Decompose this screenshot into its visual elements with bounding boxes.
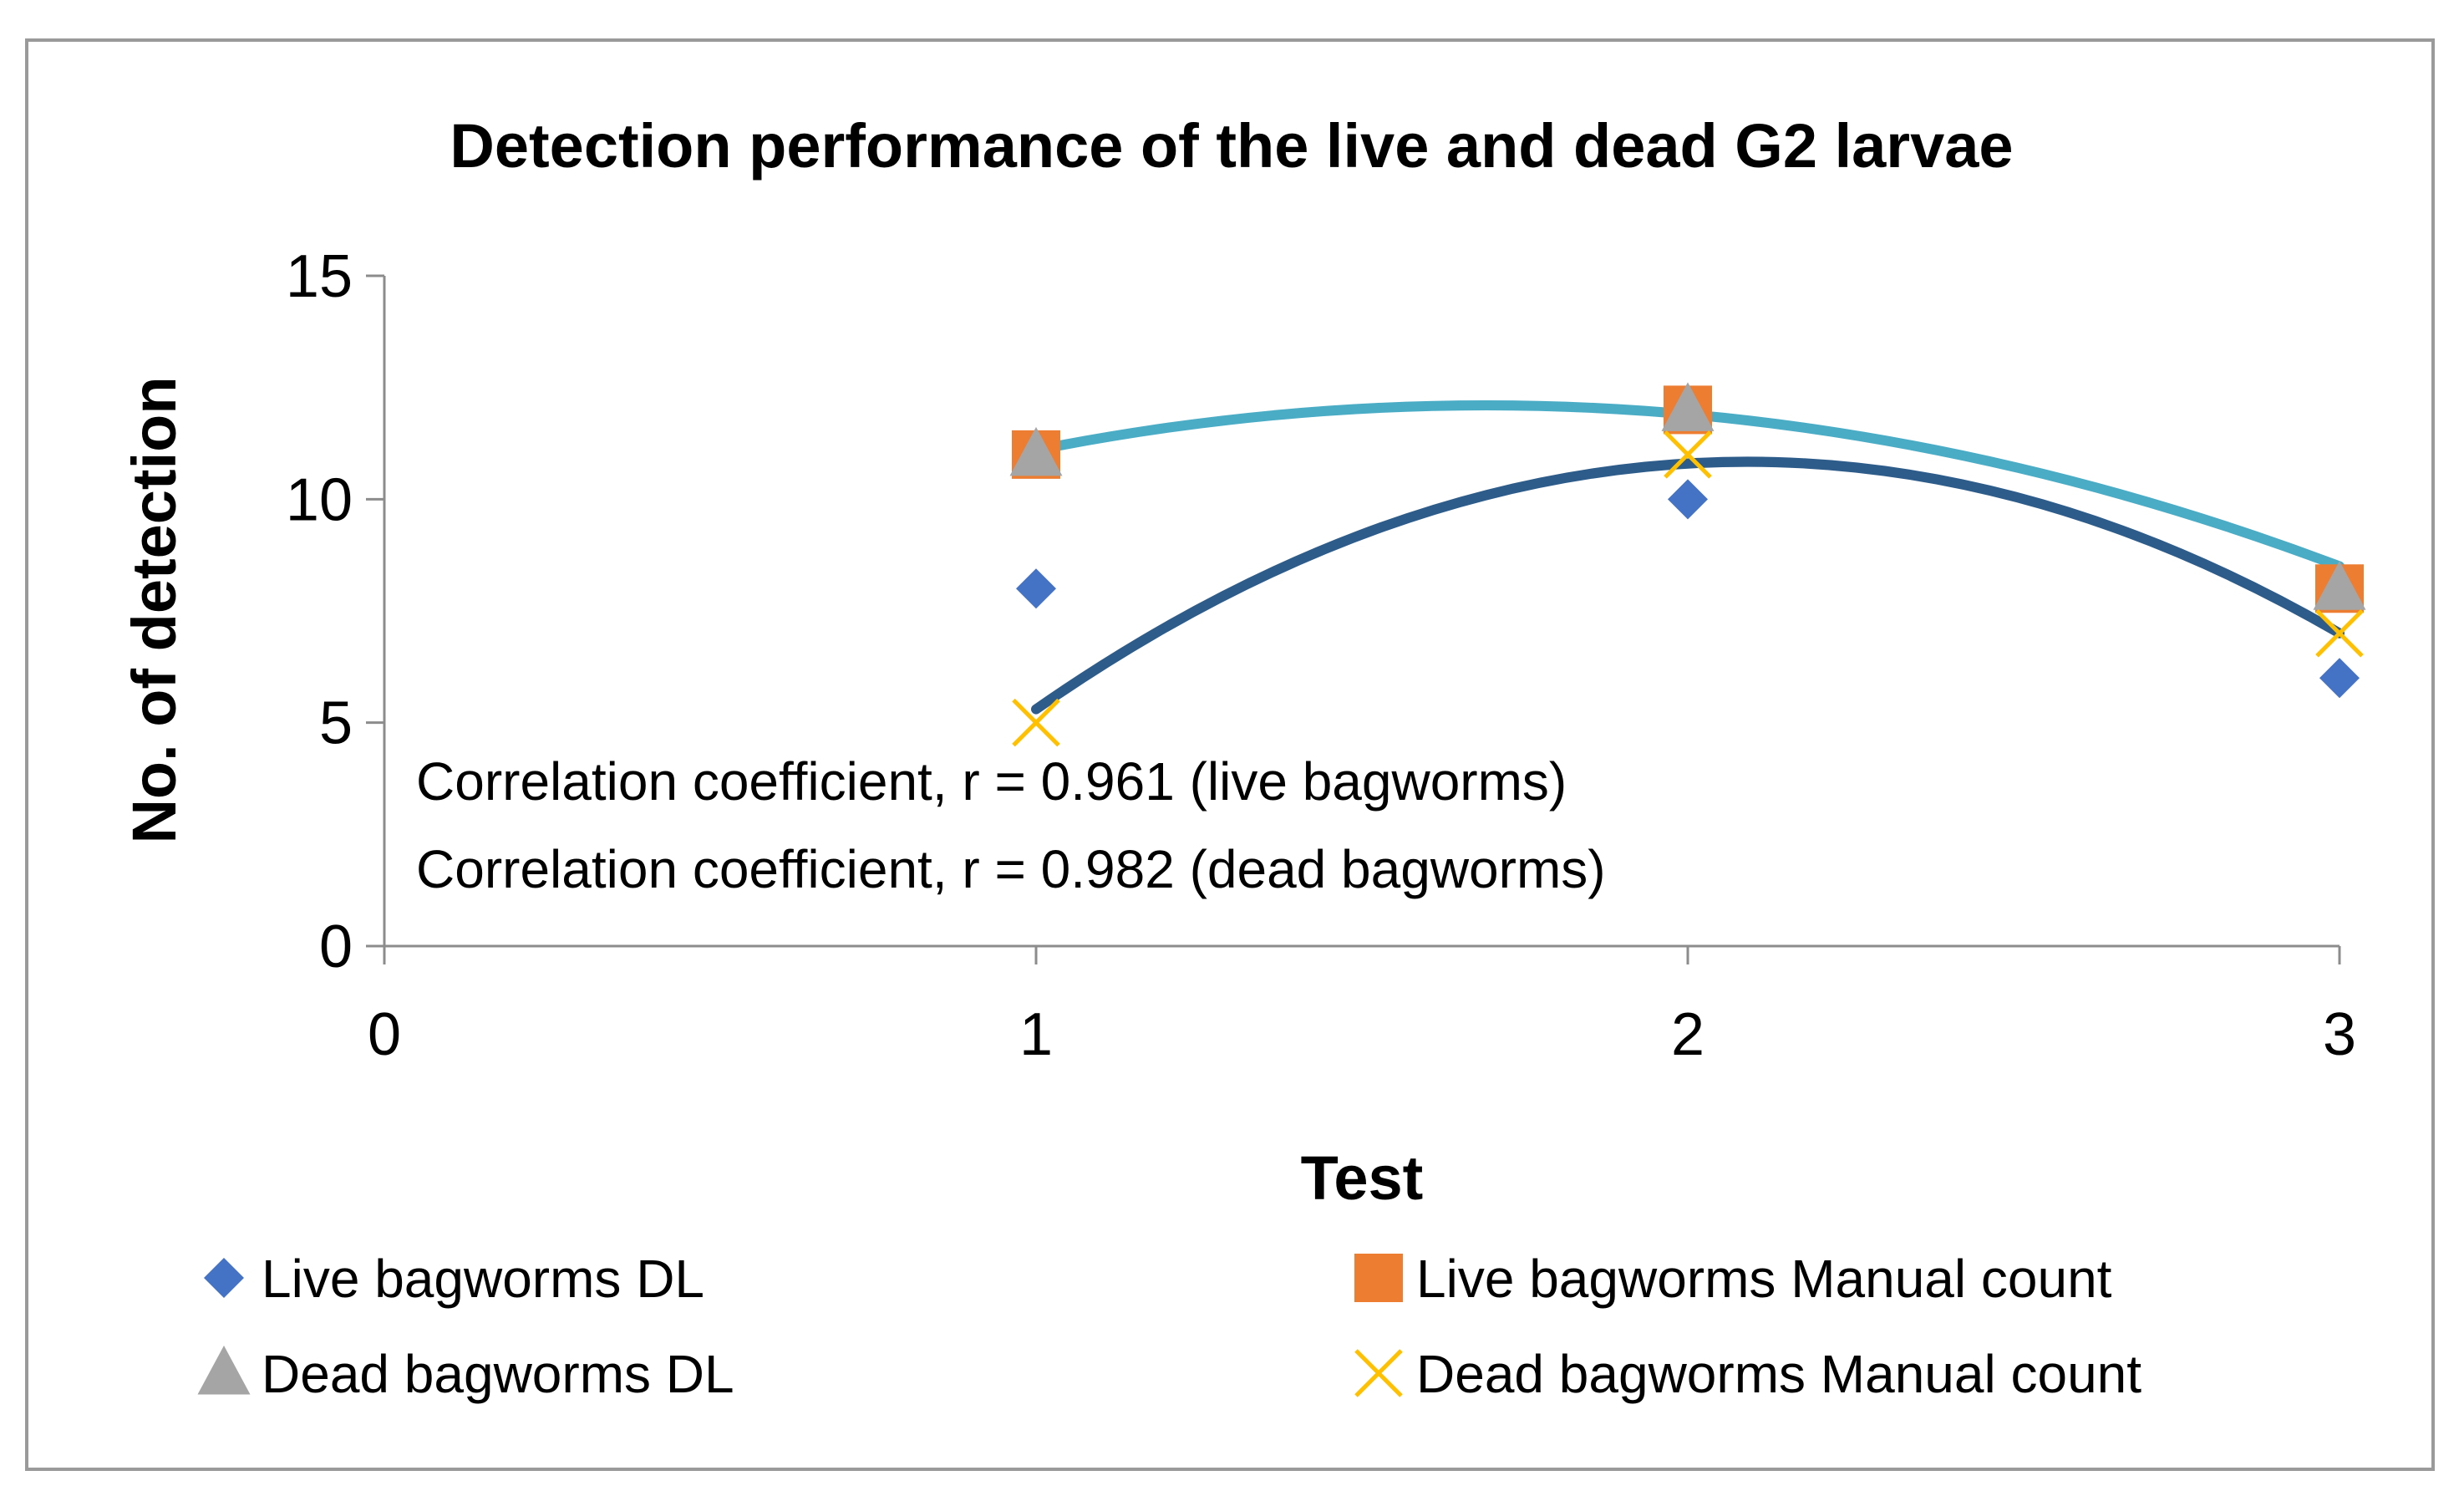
point-dead-bagworms-manual-count xyxy=(2315,608,2364,658)
x-tick-label: 3 xyxy=(2323,1001,2356,1068)
point-dead-bagworms-manual-count xyxy=(1012,698,1060,747)
y-tick-label: 10 xyxy=(286,466,353,533)
point-live-bagworms-dl xyxy=(1016,568,1056,609)
legend-label-dead-bagworms-manual-count: Dead bagworms Manual count xyxy=(1416,1344,2141,1404)
x-axis-title: Test xyxy=(1301,1143,1424,1213)
x-tick-label: 2 xyxy=(1671,1001,1704,1068)
point-dead-bagworms-dl xyxy=(1009,426,1063,476)
legend: Live bagworms DL Live bagworms Manual cou… xyxy=(197,1249,2141,1404)
legend-label-live-bagworms-dl: Live bagworms DL xyxy=(262,1249,704,1309)
annotation-live-correlation: Correlation coefficient, r = 0.961 (live… xyxy=(416,751,1567,812)
axes: 0 5 10 15 0 1 2 3 xyxy=(286,243,2356,1068)
point-dead-bagworms-dl xyxy=(1661,382,1715,431)
x-tick-label: 0 xyxy=(368,1001,401,1068)
annotation-dead-correlation: Correlation coefficient, r = 0.982 (dead… xyxy=(416,839,1606,899)
legend-label-live-bagworms-manual-count: Live bagworms Manual count xyxy=(1416,1249,2112,1309)
point-dead-bagworms-manual-count-stroke xyxy=(2315,608,2364,658)
point-dead-bagworms-manual-count xyxy=(1664,430,1712,479)
chart-border xyxy=(25,38,2435,1471)
legend-label-dead-bagworms-dl: Dead bagworms DL xyxy=(262,1344,734,1404)
y-tick-label: 0 xyxy=(319,913,353,980)
point-dead-bagworms-manual-count-stroke xyxy=(1664,430,1712,479)
legend-symbol-dead-bagworms-manual-count xyxy=(1354,1349,1403,1397)
legend-symbol-live-bagworms-dl xyxy=(204,1258,244,1298)
point-live-bagworms-dl xyxy=(1668,479,1708,520)
point-dead-bagworms-manual-count-stroke xyxy=(1012,698,1060,747)
chart-title: Detection performance of the live and de… xyxy=(450,111,2013,181)
y-tick-label: 5 xyxy=(319,690,353,757)
data-markers xyxy=(1009,382,2366,747)
y-tick-label: 15 xyxy=(286,243,353,310)
point-dead-bagworms-dl xyxy=(2313,561,2366,610)
point-live-bagworms-dl xyxy=(2319,658,2360,699)
y-axis-title: No. of detection xyxy=(119,376,189,843)
x-tick-label: 1 xyxy=(1019,1001,1053,1068)
legend-symbol-dead-bagworms-dl xyxy=(197,1346,251,1395)
legend-symbol-live-bagworms-manual-count xyxy=(1354,1254,1403,1302)
trendline-live-trend xyxy=(1031,456,2345,715)
legend-symbol-dead-bagworms-manual-count-stroke xyxy=(1354,1349,1403,1397)
